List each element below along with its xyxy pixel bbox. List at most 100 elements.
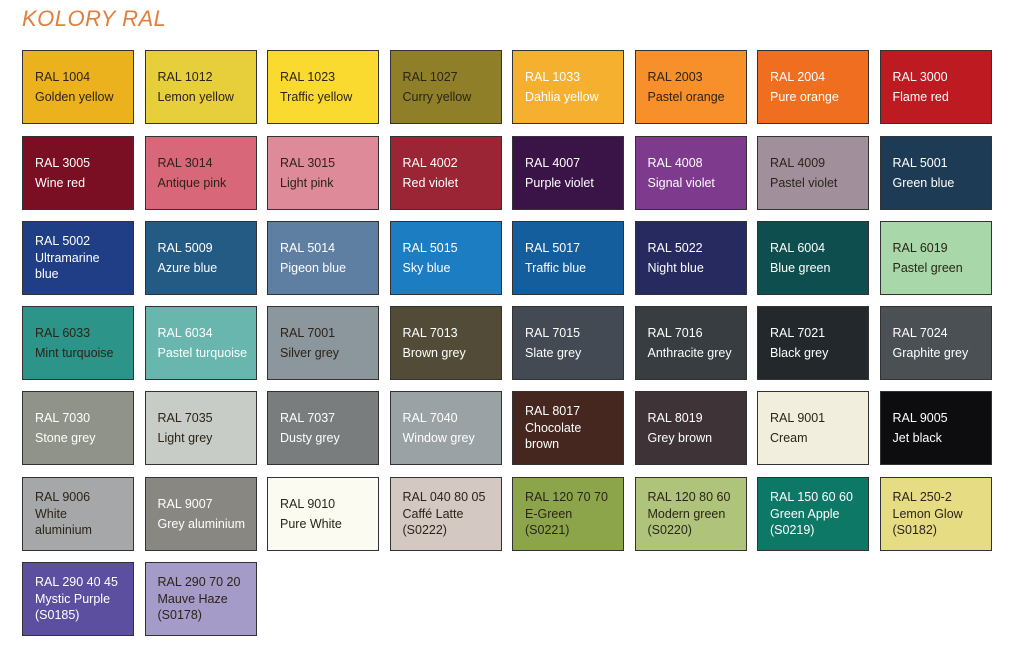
swatch-code: RAL 1004 [35, 70, 91, 84]
color-swatch: RAL 8019 Grey brown [634, 391, 747, 465]
color-swatch: RAL 1033 Dahlia yellow [512, 50, 624, 124]
swatch-name: Cream [770, 431, 808, 445]
swatch-code: RAL 7015 [525, 326, 581, 340]
swatch-code: RAL 120 80 60 [647, 489, 731, 504]
swatch-name: Caffé Latte [402, 507, 464, 522]
swatch-name: Sky blue [402, 261, 451, 275]
swatch-name: Pigeon blue [280, 261, 347, 275]
swatch-name: E-Green [525, 507, 573, 522]
swatch-code: RAL 9006 [35, 489, 91, 504]
swatch-name: (S0185) [35, 607, 80, 622]
color-swatch: RAL 9001 Cream [757, 391, 869, 465]
swatch-code: RAL 5017 [525, 241, 581, 255]
color-swatch: RAL 6019 Pastel green [879, 221, 992, 295]
swatch-name: Green Apple [770, 507, 840, 522]
swatch-name: Anthracite grey [647, 346, 732, 360]
color-swatch: RAL 3014 Antique pink [144, 136, 257, 210]
swatch-code: RAL 7021 [770, 326, 826, 340]
color-swatch: RAL 290 70 20 Mauve Haze (S0178) [144, 562, 257, 636]
swatch-code: RAL 9005 [892, 411, 948, 425]
color-swatch: RAL 150 60 60 Green Apple (S0219) [757, 477, 869, 551]
page-title: KOLORY RAL [22, 6, 167, 31]
swatch-name: Black grey [770, 346, 829, 360]
swatch-name: Wine red [35, 176, 86, 190]
color-swatch: RAL 5014 Pigeon blue [267, 221, 379, 295]
color-swatch: RAL 8017 Chocolate brown [512, 391, 624, 465]
swatch-name: Traffic blue [525, 261, 587, 275]
swatch-name: Pastel orange [647, 90, 725, 104]
color-swatch: RAL 5002 Ultramarine blue [22, 221, 134, 295]
color-swatch: RAL 4007 Purple violet [512, 136, 624, 210]
color-swatch: RAL 7024 Graphite grey [879, 306, 992, 380]
color-swatch: RAL 120 70 70 E-Green (S0221) [512, 477, 624, 551]
swatch-code: RAL 6004 [770, 241, 826, 255]
swatch-name: Dahlia yellow [525, 90, 599, 104]
swatch-code: RAL 5014 [280, 241, 336, 255]
swatch-name: Pastel violet [770, 176, 838, 190]
color-swatch: RAL 3005 Wine red [22, 136, 134, 210]
swatch-name: Traffic yellow [280, 90, 353, 104]
color-swatch: RAL 3015 Light pink [267, 136, 379, 210]
swatch-name: Mint turquoise [35, 346, 114, 360]
color-swatch: RAL 7030 Stone grey [22, 391, 134, 465]
color-swatch: RAL 4002 Red violet [389, 136, 502, 210]
swatch-name: Night blue [647, 261, 704, 275]
swatch-code: RAL 6034 [157, 326, 213, 340]
color-swatch: RAL 290 40 45 Mystic Purple (S0185) [22, 562, 134, 636]
swatch-code: RAL 290 70 20 [157, 574, 241, 589]
swatch-name: Pastel green [892, 261, 963, 275]
color-swatch: RAL 9006 White aluminium [22, 477, 134, 551]
swatch-code: RAL 7040 [402, 411, 458, 425]
swatch-name: White [35, 507, 67, 522]
swatch-name: Slate grey [525, 346, 582, 360]
swatch-name: Mystic Purple [35, 592, 111, 607]
color-swatch: RAL 250-2 Lemon Glow (S0182) [879, 477, 992, 551]
swatch-code: RAL 4009 [770, 156, 826, 170]
swatch-name: Azure blue [157, 261, 218, 275]
swatch-name: Pure orange [770, 90, 839, 104]
color-swatch: RAL 7015 Slate grey [512, 306, 624, 380]
swatch-code: RAL 7024 [892, 326, 948, 340]
color-swatch: RAL 5015 Sky blue [389, 221, 502, 295]
swatch-code: RAL 7035 [157, 411, 213, 425]
swatch-name: Ultramarine [35, 251, 100, 266]
swatch-name: Purple violet [525, 176, 594, 190]
swatch-code: RAL 9007 [157, 497, 213, 511]
swatch-name: Curry yellow [402, 90, 472, 104]
swatch-code: RAL 1023 [280, 70, 336, 84]
swatch-code: RAL 3005 [35, 156, 91, 170]
color-swatch: RAL 7013 Brown grey [389, 306, 502, 380]
swatch-name: Light grey [157, 431, 213, 445]
color-swatch: RAL 7021 Black grey [757, 306, 869, 380]
swatch-name: Chocolate [525, 421, 582, 436]
color-swatch: RAL 6033 Mint turquoise [22, 306, 134, 380]
color-swatch: RAL 9007 Grey aluminium [144, 477, 257, 551]
swatch-code: RAL 1027 [402, 70, 458, 84]
swatch-name: Lemon Glow [892, 507, 963, 522]
swatch-code: RAL 7001 [280, 326, 336, 340]
swatch-name: Dusty grey [280, 431, 340, 445]
swatch-name: Golden yellow [35, 90, 114, 104]
swatch-code: RAL 2004 [770, 70, 826, 84]
swatch-code: RAL 5001 [892, 156, 948, 170]
swatch-name: Window grey [402, 431, 475, 445]
color-swatch: RAL 4009 Pastel violet [757, 136, 869, 210]
swatch-code: RAL 5002 [35, 233, 91, 248]
swatch-name: Red violet [402, 176, 459, 190]
swatch-code: RAL 040 80 05 [402, 489, 486, 504]
swatch-name: Lemon yellow [157, 90, 234, 104]
color-swatch: RAL 7040 Window grey [389, 391, 502, 465]
color-swatch: RAL 7016 Anthracite grey [634, 306, 747, 380]
swatch-name: Light pink [280, 176, 334, 190]
color-swatch: RAL 6004 Blue green [757, 221, 869, 295]
swatch-code: RAL 1033 [525, 70, 581, 84]
color-swatch: RAL 5017 Traffic blue [512, 221, 624, 295]
color-swatch: RAL 1012 Lemon yellow [144, 50, 257, 124]
swatch-code: RAL 9010 [280, 497, 336, 511]
color-swatch: RAL 3000 Flame red [879, 50, 992, 124]
color-swatch: RAL 040 80 05 Caffé Latte (S0222) [389, 477, 502, 551]
swatch-code: RAL 290 40 45 [35, 574, 118, 589]
swatch-name: (S0221) [525, 522, 570, 537]
swatch-code: RAL 7013 [402, 326, 458, 340]
color-swatch: RAL 5001 Green blue [879, 136, 992, 210]
